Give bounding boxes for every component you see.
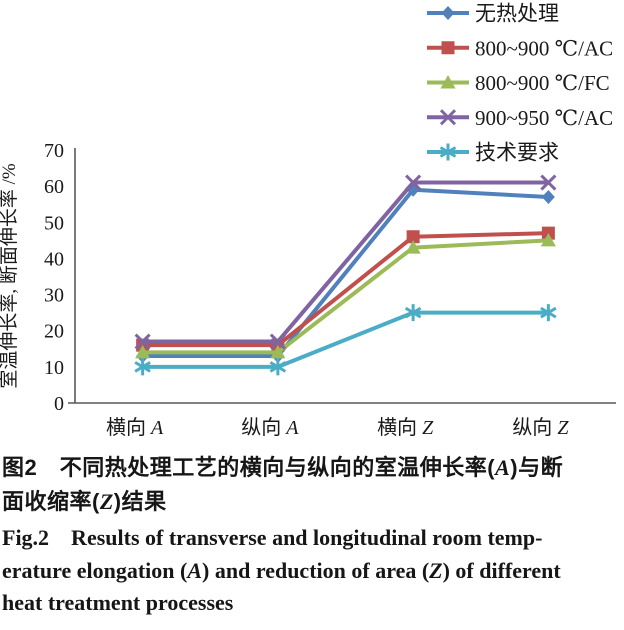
x-marker bbox=[540, 174, 557, 191]
legend-label: 800~900 ℃/AC bbox=[475, 36, 613, 60]
x-marker bbox=[439, 109, 457, 126]
series-line bbox=[142, 231, 549, 348]
asterisk-marker bbox=[269, 361, 287, 373]
x-marker bbox=[405, 174, 422, 191]
figure-caption: 图2 不同热处理工艺的横向与纵向的室温伸长率(A)与断 面收缩率(Z)结果 Fig… bbox=[0, 451, 624, 620]
series-line bbox=[142, 238, 549, 355]
line-chart: 0 10 20 30 40 50 60 70 室温伸长率, 断面伸长率 /% 横向 A 纵向 A 横向… bbox=[0, 2, 616, 439]
asterisk-marker bbox=[404, 306, 422, 319]
square-marker bbox=[441, 41, 455, 55]
triangle-marker bbox=[540, 232, 556, 247]
series-line bbox=[142, 180, 549, 344]
caption-text: erature elongation ( bbox=[2, 557, 188, 583]
asterisk-marker bbox=[540, 306, 557, 319]
x-marker bbox=[134, 333, 151, 350]
series-0 bbox=[136, 182, 555, 364]
caption-symbol-italic: A bbox=[187, 557, 203, 583]
y-tick-label: 60 bbox=[44, 176, 64, 198]
legend-item: 900~950 ℃/AC bbox=[427, 106, 613, 130]
caption-symbol-italic: Z bbox=[429, 557, 443, 583]
series-line bbox=[142, 187, 549, 359]
legend-item: 800~900 ℃/FC bbox=[427, 71, 610, 95]
x-category-label: 横向 A bbox=[106, 416, 164, 439]
x-category-label: 纵向 Z bbox=[512, 416, 569, 439]
square-marker bbox=[406, 230, 420, 244]
x-marker bbox=[269, 333, 286, 350]
caption-symbol-italic: A bbox=[495, 455, 511, 480]
series-3 bbox=[134, 174, 557, 350]
legend-label: 800~900 ℃/FC bbox=[475, 71, 610, 95]
legend-label: 900~950 ℃/AC bbox=[475, 106, 613, 130]
caption-english: Fig.2 Results of transverse and longitud… bbox=[2, 522, 622, 620]
series-4 bbox=[134, 304, 557, 376]
caption-text: heat treatment processes bbox=[2, 590, 234, 615]
caption-text: Fig.2 Results of transverse and longitud… bbox=[2, 525, 543, 550]
diamond-marker bbox=[541, 189, 555, 204]
y-tick-label: 30 bbox=[44, 285, 64, 307]
y-tick-label: 50 bbox=[44, 212, 64, 234]
y-axis-title: 室温伸长率, 断面伸长率 /% bbox=[0, 163, 20, 389]
caption-chinese: 图2 不同热处理工艺的横向与纵向的室温伸长率(A)与断面收缩率(Z)结果 bbox=[2, 451, 622, 519]
y-tick-label: 0 bbox=[54, 393, 64, 415]
legend-item: 技术要求 bbox=[427, 141, 559, 165]
triangle-marker bbox=[135, 344, 151, 359]
series-line bbox=[142, 310, 549, 369]
caption-symbol-italic: Z bbox=[99, 489, 114, 514]
legend-item: 800~900 ℃/AC bbox=[427, 36, 613, 60]
y-tick-label: 20 bbox=[44, 321, 64, 343]
caption-text: ) of different bbox=[442, 557, 561, 583]
legend-label: 技术要求 bbox=[475, 141, 559, 165]
y-tick-label: 70 bbox=[44, 140, 64, 162]
series-1 bbox=[136, 226, 555, 352]
x-category-label: 纵向 A bbox=[241, 416, 299, 439]
x-category-label: 横向 Z bbox=[377, 416, 434, 439]
asterisk-marker bbox=[134, 361, 151, 373]
y-tick-label: 40 bbox=[44, 248, 64, 270]
asterisk-marker bbox=[439, 146, 457, 158]
legend-label: 无热处理 bbox=[475, 2, 559, 26]
caption-text: )与断 bbox=[510, 455, 564, 480]
diamond-marker bbox=[441, 6, 455, 20]
y-tick-label: 10 bbox=[44, 357, 64, 379]
triangle-marker bbox=[270, 344, 286, 359]
triangle-marker bbox=[440, 75, 456, 89]
caption-text: )结果 bbox=[113, 489, 167, 514]
caption-text: 面收缩率( bbox=[2, 489, 100, 514]
caption-text: 图2 不同热处理工艺的横向与纵向的室温伸长率( bbox=[2, 455, 496, 480]
legend-item: 无热处理 bbox=[427, 2, 559, 26]
series-2 bbox=[135, 232, 556, 359]
caption-text: ) and reduction of area ( bbox=[202, 557, 430, 583]
triangle-marker bbox=[405, 240, 421, 254]
